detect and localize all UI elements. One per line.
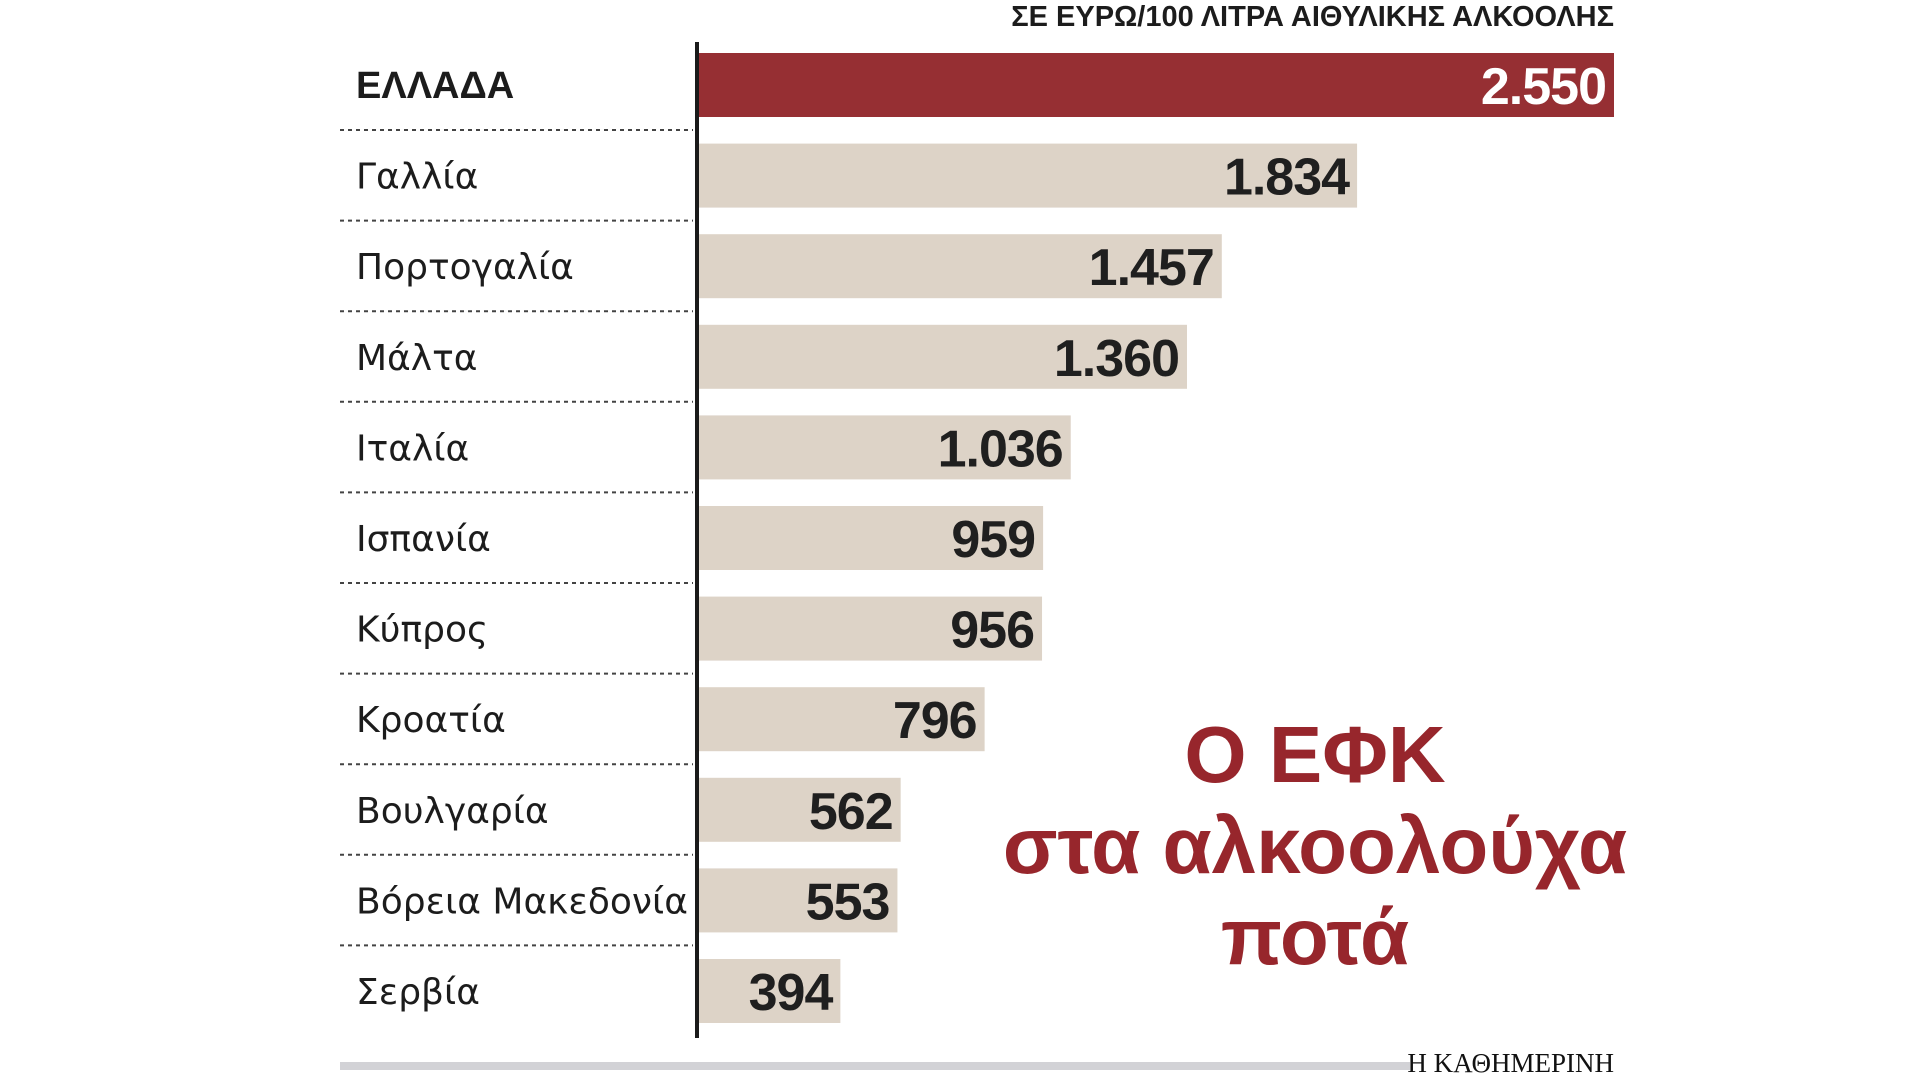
bar — [699, 53, 1614, 117]
bar — [699, 415, 1071, 480]
headline-line-3: ποτά — [1221, 892, 1409, 981]
headline-line-1: Ο ΕΦΚ — [1184, 710, 1445, 799]
value-label: 956 — [950, 602, 1034, 660]
category-label: Πορτογαλία — [356, 247, 574, 288]
value-label: 1.457 — [1089, 239, 1214, 297]
bar — [699, 234, 1222, 299]
source-divider — [340, 1062, 1410, 1070]
category-label: Ιταλία — [356, 428, 469, 469]
category-label: Κροατία — [356, 700, 506, 741]
bar — [699, 777, 901, 842]
bar — [699, 868, 898, 933]
value-label: 1.834 — [1224, 149, 1350, 207]
value-label: 959 — [951, 511, 1035, 569]
value-label: 796 — [893, 692, 977, 750]
category-label: Σερβία — [356, 972, 480, 1013]
category-label: Βουλγαρία — [356, 791, 549, 832]
category-label: Ισπανία — [356, 519, 491, 560]
value-label: 394 — [749, 964, 834, 1022]
value-label: 562 — [809, 783, 893, 841]
category-label: Μάλτα — [356, 338, 478, 379]
bar — [699, 506, 1044, 570]
bar — [699, 687, 985, 752]
value-label: 1.360 — [1054, 330, 1179, 388]
category-label: Κύπρος — [356, 610, 488, 651]
bar — [699, 959, 841, 1023]
category-label: ΕΛΛΑΔΑ — [356, 65, 514, 107]
bar — [699, 324, 1187, 389]
category-label: Βόρεια Μακεδονία — [356, 881, 688, 922]
unit-label: ΣΕ ΕΥΡΩ/100 ΛΙΤΡΑ ΑΙΘΥΛΙΚΗΣ ΑΛΚΟΟΛΗΣ — [1011, 1, 1614, 33]
value-label: 1.036 — [938, 420, 1063, 478]
headline-line-2: στα αλκοολούχα — [1003, 801, 1627, 890]
chart-rows: ΕΛΛΑΔΑ 2.550 Γαλλία 1.834 Πορτογαλία 1.457 Μάλ… — [340, 53, 1614, 1023]
headline: Ο ΕΦΚ στα αλκοολούχα ποτά — [1003, 710, 1627, 981]
category-label: Γαλλία — [356, 157, 478, 198]
bar — [699, 143, 1358, 208]
source-label: Η ΚΑΘΗΜΕΡΙΝΗ — [1407, 1048, 1614, 1078]
value-label: 2.550 — [1481, 58, 1606, 116]
bar — [699, 596, 1043, 661]
value-label: 553 — [806, 873, 890, 931]
